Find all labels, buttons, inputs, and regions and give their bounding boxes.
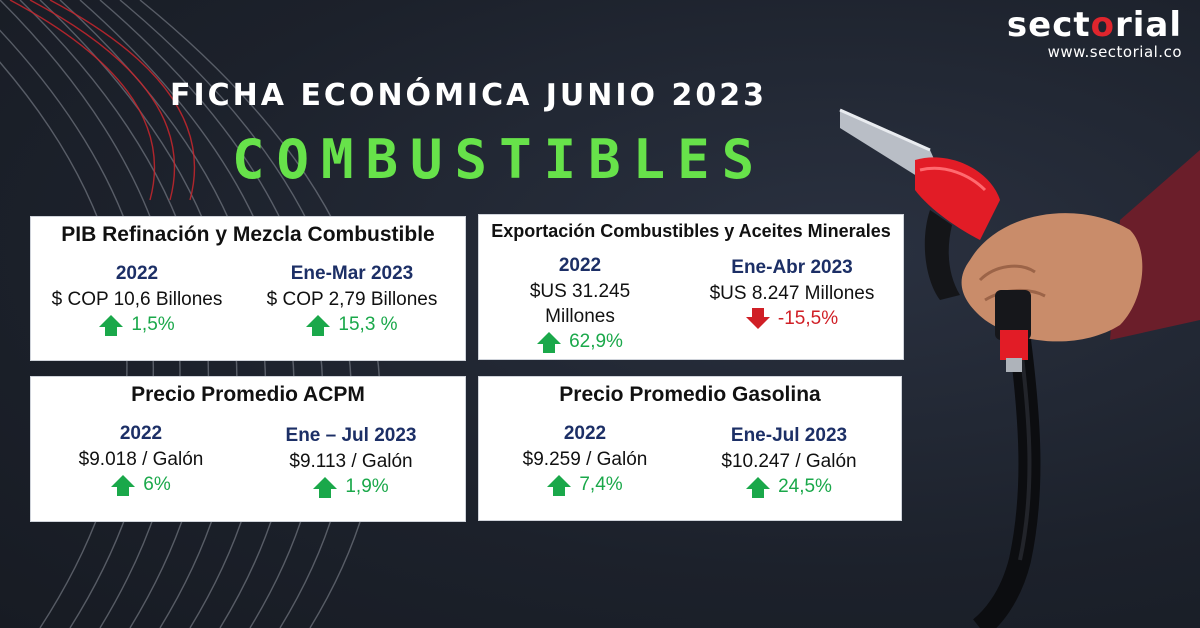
stat-value: $ COP 2,79 Billones — [266, 289, 438, 310]
period-label: Ene-Jul 2023 — [730, 425, 848, 446]
card-title: Precio Promedio ACPM — [131, 383, 365, 406]
logo-url: www.sectorial.co — [1047, 43, 1182, 61]
period-label: Ene – Jul 2023 — [285, 425, 417, 446]
card-title: Precio Promedio Gasolina — [559, 383, 821, 406]
period-label: 2022 — [558, 255, 602, 276]
card-exports: Exportación Combustibles y Aceites Miner… — [478, 214, 904, 360]
stat-left: 2022 $9.259 / Galón 7,4% — [495, 421, 675, 498]
arrow-up-icon — [111, 475, 136, 496]
stat-value: $ COP 10,6 Billones — [51, 289, 223, 310]
change-value: 24,5% — [778, 476, 832, 497]
stat-value-line2: Millones — [545, 306, 615, 327]
change-value: 15,3 % — [338, 314, 398, 335]
period-label: 2022 — [115, 263, 159, 284]
period-label: 2022 — [119, 423, 163, 444]
arrow-up-icon — [306, 315, 331, 336]
change-value: 7,4% — [579, 474, 623, 495]
fuel-nozzle-icon — [839, 108, 1200, 628]
page-subtitle: COMBUSTIBLES — [232, 128, 767, 191]
card-gasolina: Precio Promedio Gasolina 2022 $9.259 / G… — [478, 376, 902, 521]
card-title: PIB Refinación y Mezcla Combustible — [61, 223, 435, 246]
stat-value: $9.113 / Galón — [289, 451, 413, 472]
stat-value: $US 8.247 Millones — [709, 283, 875, 304]
arrow-up-icon — [547, 475, 572, 496]
change-value: -15,5% — [777, 308, 839, 329]
change-indicator: 24,5% — [746, 474, 832, 500]
change-value: 1,9% — [345, 476, 389, 497]
stat-value: $9.018 / Galón — [78, 449, 204, 470]
change-value: 62,9% — [569, 331, 623, 352]
stat-left: 2022 $9.018 / Galón 6% — [51, 421, 231, 498]
stat-value: $10.247 / Galón — [721, 451, 857, 472]
page-title: FICHA ECONÓMICA JUNIO 2023 — [170, 78, 767, 113]
change-indicator: 6% — [111, 472, 171, 498]
change-value: 6% — [143, 474, 171, 495]
sectorial-logo[interactable]: sectorial www.sectorial.co — [1007, 6, 1182, 60]
stat-value: $9.259 / Galón — [522, 449, 648, 470]
period-label: Ene-Abr 2023 — [731, 257, 853, 278]
arrow-up-icon — [313, 477, 338, 498]
period-label: Ene-Mar 2023 — [290, 263, 414, 284]
arrow-up-icon — [99, 315, 124, 336]
logo-wordmark: sectorial — [1006, 5, 1182, 45]
change-indicator: 1,5% — [99, 312, 175, 338]
change-indicator: 62,9% — [537, 329, 623, 355]
period-label: 2022 — [563, 423, 607, 444]
stat-left: 2022 $ COP 10,6 Billones 1,5% — [37, 261, 237, 338]
card-title: Exportación Combustibles y Aceites Miner… — [491, 221, 891, 241]
stat-right: Ene-Mar 2023 $ COP 2,79 Billones 15,3 % — [245, 261, 459, 338]
change-indicator: 1,9% — [313, 474, 389, 500]
stat-right: Ene – Jul 2023 $9.113 / Galón 1,9% — [261, 423, 441, 500]
arrow-up-icon — [746, 477, 771, 498]
arrow-up-icon — [537, 332, 562, 353]
stat-right: Ene-Jul 2023 $10.247 / Galón 24,5% — [691, 423, 887, 500]
arrow-down-icon — [745, 308, 770, 329]
stat-left: 2022 $US 31.245 Millones 62,9% — [485, 253, 675, 355]
change-indicator: -15,5% — [745, 306, 839, 332]
change-value: 1,5% — [131, 314, 175, 335]
change-indicator: 15,3 % — [306, 312, 398, 338]
stat-right: Ene-Abr 2023 $US 8.247 Millones -15,5% — [685, 255, 899, 334]
card-acpm: Precio Promedio ACPM 2022 $9.018 / Galón… — [30, 376, 466, 522]
card-pib: PIB Refinación y Mezcla Combustible 2022… — [30, 216, 466, 361]
stat-value-line1: $US 31.245 — [529, 281, 631, 302]
change-indicator: 7,4% — [547, 472, 623, 498]
